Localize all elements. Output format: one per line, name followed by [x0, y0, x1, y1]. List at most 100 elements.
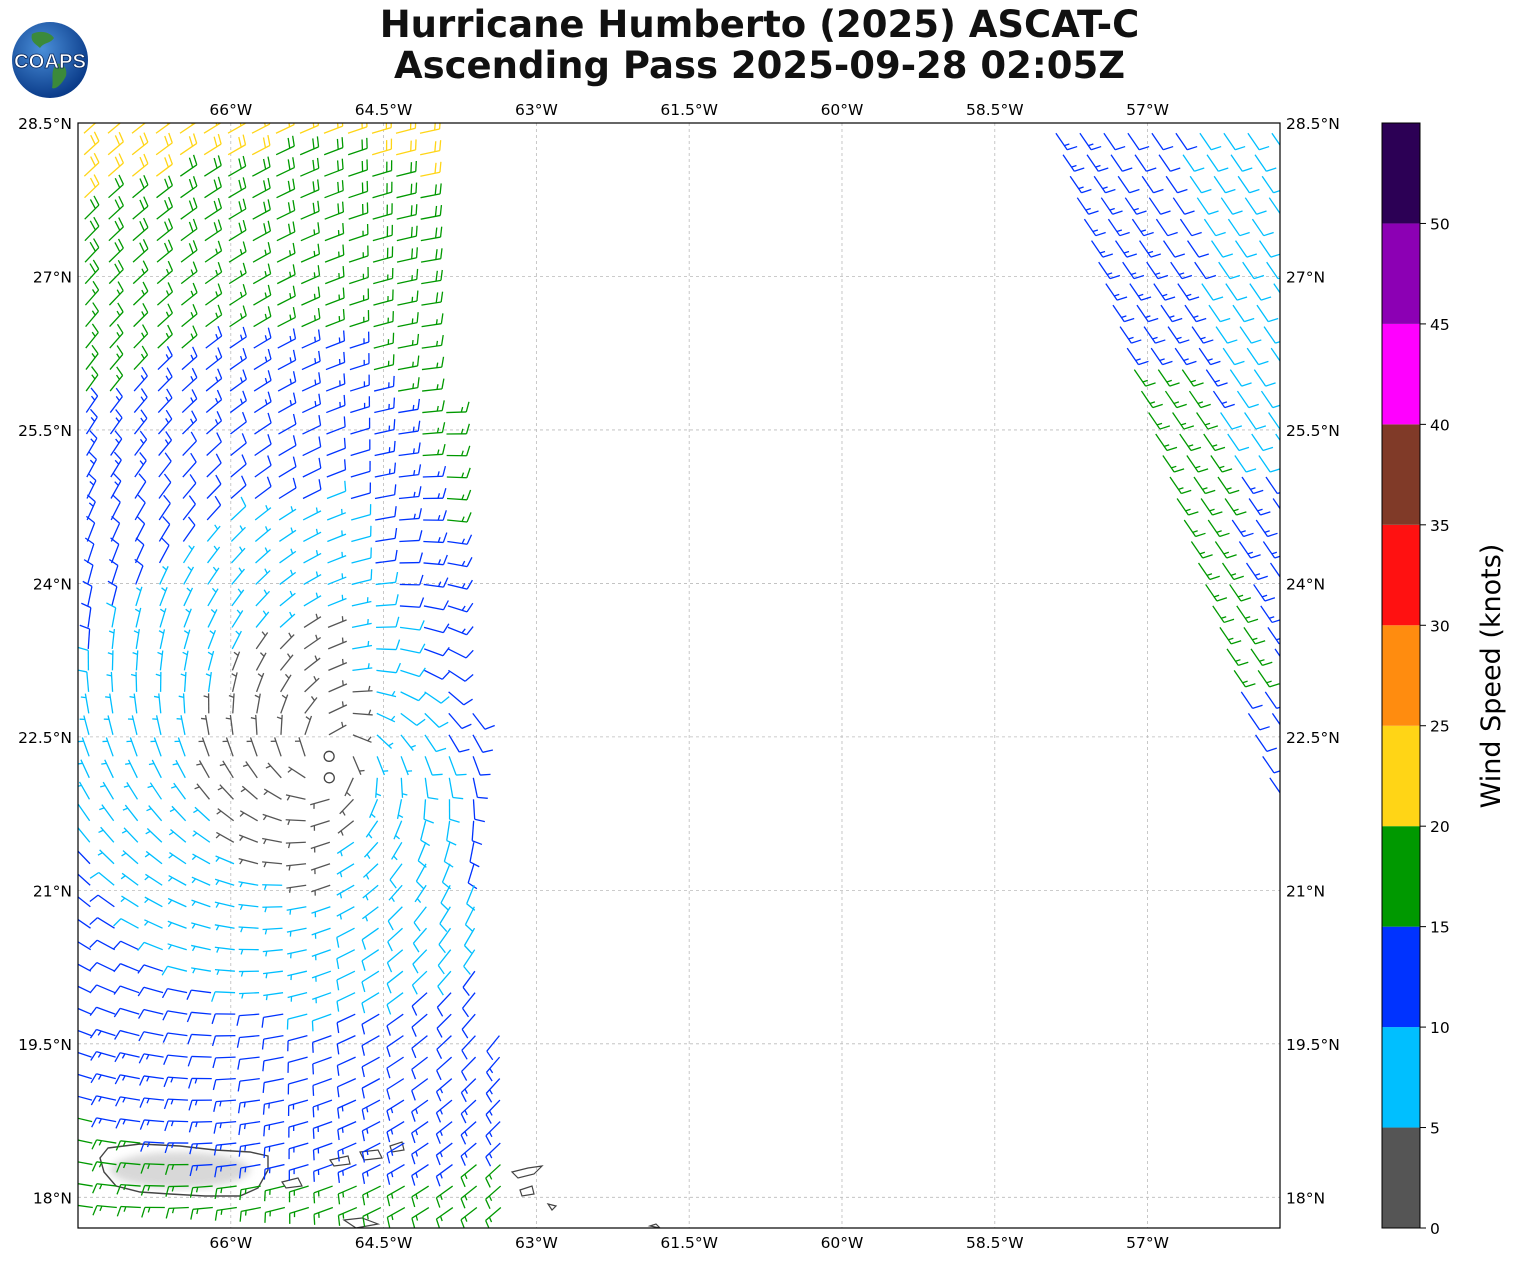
- barb-staff: [336, 1013, 356, 1024]
- barb-staff: [1117, 175, 1130, 194]
- wind-barb: [78, 1117, 93, 1123]
- barb-half-flag: [390, 1107, 394, 1114]
- barb-staff: [122, 850, 139, 865]
- barb-flag: [113, 985, 121, 995]
- barb-half-flag: [1102, 186, 1108, 190]
- wind-barb: [411, 1164, 429, 1186]
- barb-staff: [412, 970, 428, 986]
- barb-staff: [167, 1098, 188, 1101]
- wind-barb: [156, 260, 174, 285]
- wind-barb: [420, 226, 443, 242]
- wind-barb: [312, 1120, 333, 1139]
- barb-flag: [1160, 210, 1171, 215]
- barb-half-flag: [214, 419, 219, 425]
- barb-half-flag: [315, 550, 319, 556]
- barb-flag: [440, 269, 443, 281]
- barb-flag: [1162, 145, 1174, 151]
- barb-staff: [183, 587, 194, 607]
- barb-half-flag: [263, 862, 267, 868]
- wind-barb: [1269, 777, 1280, 794]
- barb-staff: [262, 927, 283, 931]
- continent-shape: [31, 31, 67, 89]
- barb-staff: [400, 669, 420, 678]
- barb-staff: [183, 566, 195, 585]
- barb-flag: [361, 939, 367, 950]
- barb-flag: [108, 558, 119, 566]
- wind-barb: [325, 373, 346, 392]
- wind-barb: [310, 798, 330, 809]
- barb-staff: [192, 1185, 213, 1189]
- barb-half-flag: [239, 859, 244, 865]
- barb-half-flag: [413, 513, 416, 519]
- colorbar-tick-label: 0: [1430, 1220, 1440, 1238]
- barb-flag: [163, 494, 171, 504]
- barb-half-flag: [461, 605, 466, 611]
- barb-staff: [1223, 132, 1236, 151]
- wind-barb: [191, 899, 211, 908]
- barb-staff: [411, 1206, 430, 1219]
- barb-half-flag: [1071, 164, 1077, 168]
- barb-staff: [129, 737, 138, 757]
- wind-barb: [211, 1013, 236, 1025]
- barb-flag: [419, 620, 425, 631]
- wind-barb: [352, 756, 365, 776]
- barb-half-flag: [107, 652, 114, 656]
- wind-barb: [213, 1142, 237, 1156]
- wind-barb: [447, 579, 473, 590]
- barb-staff: [411, 992, 428, 1007]
- barb-half-flag: [464, 1131, 468, 1137]
- wind-barb: [438, 927, 452, 954]
- barb-flag: [214, 1210, 218, 1221]
- barb-half-flag: [1064, 143, 1070, 147]
- wind-barb: [436, 1035, 452, 1059]
- wind-barb: [99, 804, 115, 822]
- barb-staff: [326, 404, 346, 414]
- wind-barb: [91, 1161, 117, 1172]
- wind-barb: [157, 324, 173, 349]
- barb-staff: [288, 1120, 309, 1128]
- barb-flag: [143, 196, 149, 207]
- barb-staff: [361, 1035, 380, 1047]
- wind-barb: [1155, 433, 1178, 452]
- barb-half-flag: [288, 250, 292, 256]
- wind-barb: [347, 137, 368, 156]
- barb-flag: [410, 183, 413, 195]
- barb-flag: [442, 510, 447, 521]
- barb-flag: [442, 577, 449, 588]
- barb-staff: [156, 206, 173, 220]
- wind-barb: [109, 302, 124, 328]
- barb-half-flag: [264, 292, 268, 298]
- wind-barb: [412, 949, 428, 974]
- barb-staff: [398, 495, 419, 500]
- barb-half-flag: [146, 1120, 150, 1126]
- wind-barb: [1103, 132, 1126, 151]
- wind-barb: [399, 508, 422, 521]
- barb-half-flag: [1207, 358, 1213, 362]
- wind-barb: [287, 766, 306, 779]
- barb-half-flag: [205, 673, 212, 677]
- wind-barb: [236, 1035, 260, 1048]
- barb-half-flag: [74, 1008, 77, 1012]
- barb-half-flag: [194, 1078, 198, 1084]
- barb-staff: [227, 123, 246, 134]
- barb-staff: [132, 248, 149, 263]
- barb-half-flag: [464, 1110, 468, 1116]
- colorbar-tick-label: 35: [1430, 517, 1450, 535]
- wind-barb: [255, 631, 269, 650]
- barb-half-flag: [436, 362, 439, 368]
- barb-staff: [337, 1142, 357, 1152]
- barb-flag: [386, 1174, 391, 1185]
- barb-flag: [1253, 274, 1265, 280]
- barb-half-flag: [91, 310, 96, 316]
- barb-half-flag: [436, 449, 440, 455]
- wind-barb: [361, 1035, 380, 1056]
- barb-half-flag: [1176, 336, 1182, 340]
- barb-half-flag: [144, 876, 150, 881]
- barb-flag: [1229, 489, 1240, 495]
- barb-flag: [485, 1199, 491, 1210]
- barb-staff: [81, 737, 90, 757]
- wind-barb: [134, 452, 147, 478]
- wind-barb: [1266, 261, 1280, 280]
- wind-barb: [253, 370, 272, 392]
- barb-staff: [131, 715, 138, 735]
